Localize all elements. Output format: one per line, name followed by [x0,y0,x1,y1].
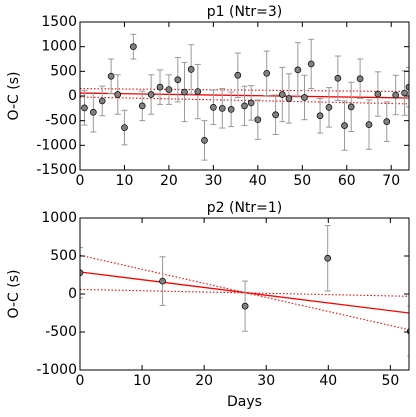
point [98,97,106,105]
x-tick-label: 20 [160,173,178,189]
point [405,83,409,91]
point [241,102,248,110]
y-tick-label: 0 [68,286,77,302]
point [89,108,97,116]
x-tick-label: 40 [249,173,267,189]
x-tick-label: 70 [382,173,400,189]
point [278,91,286,98]
point [194,88,202,95]
x-tick-label: 50 [293,173,311,189]
point [285,95,293,102]
point [254,116,262,124]
point [218,104,226,112]
point [165,86,173,93]
y-tick-label: -500 [45,113,77,129]
point [81,104,88,112]
y-tick-label: -500 [45,324,77,340]
y-tick-label: 500 [50,248,77,264]
x-tick-label: 30 [257,373,275,389]
point [374,90,382,98]
y-tick-label: 1000 [41,39,77,55]
y-tick-label: 0 [68,88,77,104]
point [187,66,195,73]
x-tick-label: 0 [76,173,85,189]
point [294,66,302,74]
point [210,103,217,111]
point [334,74,342,82]
x-axis-label: Days [227,394,262,410]
panel-title: p1 (Ntr=3) [207,4,283,20]
point [114,91,122,98]
point [107,72,115,80]
point [325,103,333,111]
point [201,137,208,144]
fit-line [80,288,409,297]
point [365,121,373,128]
x-tick-label: 0 [76,373,85,389]
point [181,88,188,96]
y-tick-label: 500 [50,63,77,79]
point [392,91,400,99]
y-tick-label: 1500 [41,14,77,30]
point [383,118,391,126]
plot-area [80,33,409,161]
point [156,83,164,91]
point [121,124,128,131]
y-axis-label: O-C (s) [6,72,22,121]
panel-title: p2 (Ntr=1) [207,200,283,216]
x-tick-label: 60 [338,173,356,189]
x-tick-label: 10 [133,373,151,389]
point [247,99,255,107]
y-tick-label: -1000 [36,362,77,378]
point [80,269,84,277]
point [138,102,146,110]
point [324,254,332,262]
y-tick-label: -1000 [36,137,77,153]
point [174,76,182,84]
y-tick-label: -1500 [36,162,77,178]
axes-frame [79,217,410,371]
point [234,71,242,79]
x-tick-label: 10 [116,173,134,189]
point [301,94,308,101]
y-tick-label: 1000 [41,210,77,226]
point [159,277,166,285]
point [227,105,235,113]
x-tick-label: 20 [195,373,213,389]
x-tick-label: 30 [204,173,222,189]
point [316,112,324,120]
y-axis-label: O-C (s) [6,270,22,319]
point [241,302,249,310]
point [401,89,408,97]
point [406,328,409,335]
point [307,60,315,68]
point [147,91,155,98]
point [263,69,271,77]
point [356,75,364,83]
x-tick-label: 40 [319,373,337,389]
point [341,122,348,129]
point [347,103,355,111]
point [130,43,137,51]
point [272,111,279,119]
x-tick-label: 50 [381,373,399,389]
plot-area [80,225,409,357]
